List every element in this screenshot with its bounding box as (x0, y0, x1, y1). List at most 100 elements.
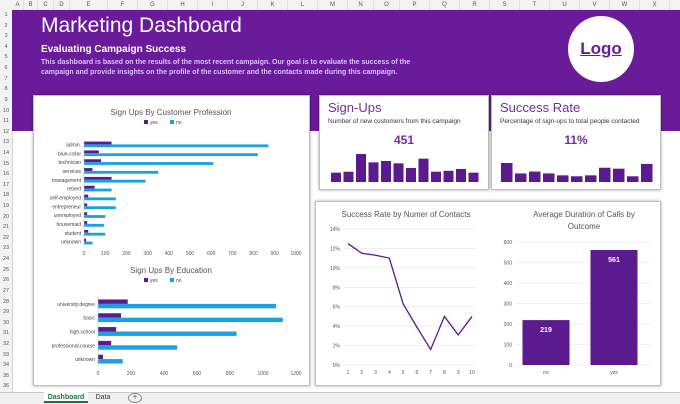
row-header-29[interactable]: 29 (2, 309, 10, 316)
category-label: unknown (61, 240, 81, 246)
column-header-W[interactable]: W (610, 0, 640, 10)
column-header-Q[interactable]: Q (430, 0, 460, 10)
row-header-16[interactable]: 16 (2, 171, 10, 178)
row-header-32[interactable]: 32 (2, 340, 10, 347)
sparkline-bar (641, 163, 653, 182)
row-header-28[interactable]: 28 (2, 298, 10, 305)
row-header-14[interactable]: 14 (2, 149, 10, 156)
x-tick-label: 1 (347, 370, 350, 376)
row-header-12[interactable]: 12 (2, 128, 10, 135)
y-tick-label: 300 (504, 302, 513, 308)
row-header-11[interactable]: 11 (3, 118, 9, 125)
category-label: self-employed (50, 195, 81, 201)
legend-yes-label: yes (150, 278, 158, 284)
row-header-8[interactable]: 8 (4, 86, 8, 93)
row-header-36[interactable]: 36 (2, 383, 10, 390)
column-header-V[interactable]: V (580, 0, 610, 10)
bar-no (84, 223, 105, 227)
sparkline-bar (543, 173, 555, 182)
column-header-A[interactable]: A (12, 0, 24, 10)
column-header-E[interactable]: E (70, 0, 108, 10)
column-header-O[interactable]: O (374, 0, 400, 10)
row-header-35[interactable]: 35 (2, 372, 10, 379)
column-header-S[interactable]: S (490, 0, 520, 10)
tab-dashboard[interactable]: Dashboard (44, 392, 88, 403)
column-header-D[interactable]: D (54, 0, 70, 10)
row-header-15[interactable]: 15 (2, 160, 10, 167)
legend-no-swatch (170, 120, 174, 124)
row-header-19[interactable]: 19 (2, 203, 10, 209)
tab-data[interactable]: Data (95, 394, 111, 401)
row-header-21[interactable]: 21 (2, 224, 10, 231)
logo[interactable]: Logo (568, 16, 634, 82)
row-header-26[interactable]: 26 (2, 277, 10, 284)
y-tick-label: 0 (509, 363, 512, 369)
row-header-3[interactable]: 3 (4, 33, 8, 40)
bar-yes (98, 354, 103, 360)
bar-no (84, 153, 258, 157)
y-tick-label: 100 (504, 343, 513, 349)
column-header-C[interactable]: C (38, 0, 54, 10)
sparkline-bar (443, 170, 454, 182)
column-header-U[interactable]: U (550, 0, 580, 10)
row-header-5[interactable]: 5 (4, 54, 8, 61)
x-tick-label: 1000 (290, 251, 301, 257)
column-header-T[interactable]: T (520, 0, 550, 10)
dashboard-subtitle: Evaluating Campaign Success (41, 44, 187, 55)
column-header-F[interactable]: F (108, 0, 138, 10)
column-header-P[interactable]: P (400, 0, 430, 10)
row-header-23[interactable]: 23 (2, 245, 10, 252)
row-header-25[interactable]: 25 (2, 266, 10, 273)
row-header-30[interactable]: 30 (2, 319, 10, 326)
row-header-18[interactable]: 18 (2, 192, 10, 199)
sparkline-bar (406, 168, 416, 182)
column-header-M[interactable]: M (318, 0, 348, 10)
category-label: entrepreneur (52, 204, 81, 210)
add-sheet-button[interactable]: + (128, 393, 142, 403)
y-tick-label: 6% (333, 305, 341, 311)
row-header-1[interactable]: 1 (4, 12, 8, 18)
sparkline-bar (613, 168, 625, 182)
column-header-B[interactable]: B (24, 0, 38, 10)
x-tick-label: 900 (271, 251, 280, 257)
column-header-X[interactable]: X (640, 0, 670, 10)
column-header-L[interactable]: L (288, 0, 318, 10)
row-header-22[interactable]: 22 (2, 234, 10, 241)
contacts-duration-card: Success Rate by Numer of Contacts 0% 2% 4% 6… (315, 201, 661, 386)
bar-no (98, 359, 123, 364)
row-header-20[interactable]: 20 (2, 213, 10, 220)
column-header-G[interactable]: G (138, 0, 168, 10)
bar-yes (84, 221, 88, 224)
row-header-34[interactable]: 34 (2, 362, 10, 369)
x-tick-label: 1200 (290, 371, 301, 377)
row-header-10[interactable]: 10 (2, 107, 10, 114)
column-header-H[interactable]: H (168, 0, 198, 10)
x-tick-label: 10 (469, 370, 475, 376)
bar-no (98, 331, 237, 336)
row-header-24[interactable]: 24 (2, 256, 10, 263)
row-header-9[interactable]: 9 (4, 96, 8, 103)
row-header-27[interactable]: 27 (2, 287, 10, 294)
column-header-R[interactable]: R (460, 0, 490, 10)
row-header-2[interactable]: 2 (4, 22, 8, 29)
column-header-I[interactable]: I (198, 0, 228, 10)
x-tick-label: 600 (193, 371, 202, 377)
column-header-K[interactable]: K (258, 0, 288, 10)
category-label: university.degree (57, 302, 95, 308)
row-header-17[interactable]: 17 (2, 181, 10, 188)
duration-bar-no (522, 320, 570, 365)
row-header-31[interactable]: 31 (2, 330, 10, 337)
signups-sparkline (331, 154, 479, 182)
x-tick-label: 400 (160, 371, 169, 377)
row-header-4[interactable]: 4 (4, 43, 8, 50)
row-header-7[interactable]: 7 (4, 75, 8, 82)
column-header-J[interactable]: J (228, 0, 258, 10)
row-header-33[interactable]: 33 (2, 351, 10, 358)
x-tick-label: yes (610, 370, 618, 376)
y-tick-label: 4% (333, 324, 341, 330)
row-header-13[interactable]: 13 (2, 139, 10, 146)
row-header-6[interactable]: 6 (4, 65, 8, 72)
legend-yes-swatch (144, 278, 148, 282)
column-header-N[interactable]: N (348, 0, 374, 10)
duration-data-label: 561 (608, 257, 620, 264)
